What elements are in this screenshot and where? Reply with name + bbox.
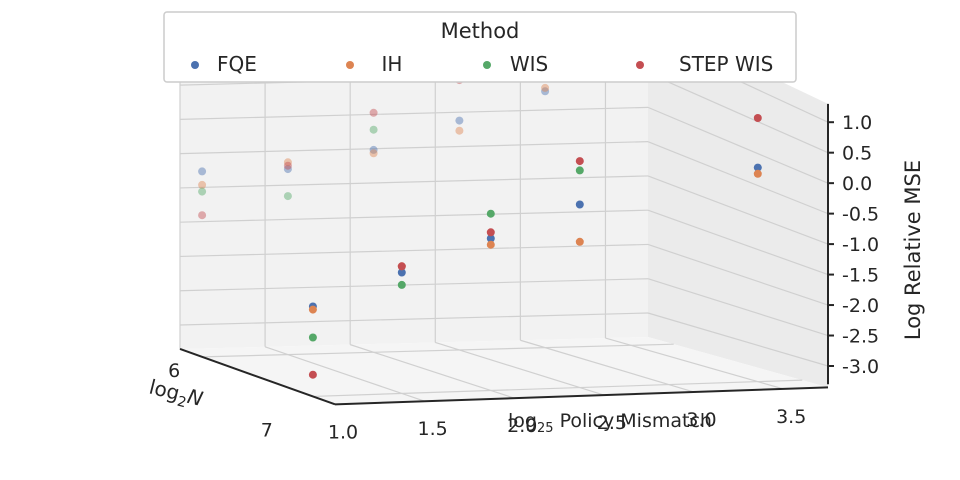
tick-labels: 1.0 1.5 2.0 2.5 3.0 3.5 6 7 1.0 0.5 0.0 -0.5 -1.0 -1.… [168,112,879,443]
grid-line-n [312,379,803,398]
legend-marker-ih [346,61,354,69]
legend-marker-step-wis [636,61,644,69]
grid-line-z [179,312,649,326]
point-fqe-5 [198,167,207,176]
grid-line-x-floor [520,339,694,393]
x-axis-line [334,386,829,406]
legend-title: Method [441,19,520,43]
grid-line-x-floor [349,344,515,399]
legend-label-wis: WIS [510,52,548,76]
floor-pane [180,336,828,405]
point-wis-2 [486,209,495,218]
legend-label-fqe: FQE [217,52,257,76]
grid-line-z [179,243,649,258]
x-tick-label: 3.0 [686,409,716,431]
point-fqe-9 [541,87,550,96]
z-axis-title: Log Relative MSE [901,160,925,340]
point-fqe-7 [369,145,378,154]
point-fqe-8 [455,116,464,125]
points-near-row [308,114,762,379]
point-wis-5 [283,192,292,201]
point-fqe-2 [486,234,495,243]
point-step-wis-6 [283,161,292,170]
grid-line-z-side [647,278,829,337]
legend-marker-fqe [191,61,199,69]
grid-line-z-side [647,243,829,306]
grid-line-z [179,141,649,155]
point-ih-5 [198,180,207,189]
z-tick-label: -2.5 [842,326,879,348]
point-wis-1 [397,280,406,289]
point-step-wis-5 [198,211,207,220]
x-tick-label: 1.0 [328,421,358,443]
legend-label-step-wis: STEP WIS [679,52,773,76]
grid-line-z-side [647,209,829,276]
x-tick-label: 2.0 [507,415,537,437]
point-fqe-1 [397,268,406,277]
n-axis-line [179,348,336,406]
x-tick-label: 3.5 [776,406,806,428]
grid-line-x-floor [435,341,605,396]
grid-line-z-side [647,312,829,367]
point-step-wis-3 [575,157,584,166]
z-tick-label: -1.0 [842,234,879,256]
z-tick-label: 0.5 [842,143,872,165]
back-wall [180,18,648,349]
point-ih-0 [308,305,317,314]
legend-marker-wis [483,61,491,69]
point-fqe-4 [753,163,762,172]
point-wis-0 [308,333,317,342]
point-fqe-3 [575,200,584,209]
grid-line-x-floor [605,337,784,390]
grid-line-z [179,175,649,189]
point-step-wis-2 [486,228,495,237]
z-tick-label: -2.0 [842,295,879,317]
grid-line-z-side [647,175,829,245]
point-fqe-6 [283,165,292,174]
n-tick-label: 6 [168,360,180,382]
grid-line-x-floor [264,346,425,402]
side-wall [648,18,828,388]
legend: Method FQE IH WIS STEP WIS [163,11,797,83]
z-tick-label: -3.0 [842,356,879,378]
point-ih-9 [541,83,550,92]
x-tick-label: 1.5 [418,418,448,440]
point-ih-8 [455,126,464,135]
grid-line-z-side [647,72,829,154]
point-ih-7 [369,149,378,158]
z-tick-label: 0.0 [842,173,872,195]
z-tick-label: -0.5 [842,204,879,226]
z-tick-label: -1.5 [842,265,879,287]
x-tick-label: 2.5 [597,412,627,434]
point-step-wis-7 [369,108,378,117]
n-tick-label: 7 [261,419,273,441]
n-axis-title: log2N [146,375,206,415]
grid-line-z [179,278,649,292]
point-step-wis-4 [753,114,762,122]
grid-line-z-side [647,106,829,184]
z-tick-label: 1.0 [842,112,872,134]
point-ih-3 [575,237,584,246]
axis-panes [180,18,828,405]
legend-label-ih: IH [382,52,403,76]
point-ih-6 [283,158,292,167]
grid-line-z [179,106,649,120]
point-step-wis-1 [397,262,406,271]
grid-line-z [179,209,649,223]
grid-line-z-side [647,141,829,215]
point-step-wis-0 [308,370,317,379]
point-wis-4 [198,187,207,196]
grid-line-n [202,343,674,358]
point-ih-4 [753,169,762,178]
point-ih-2 [486,240,495,249]
point-wis-6 [369,125,378,134]
point-wis-3 [575,166,584,175]
